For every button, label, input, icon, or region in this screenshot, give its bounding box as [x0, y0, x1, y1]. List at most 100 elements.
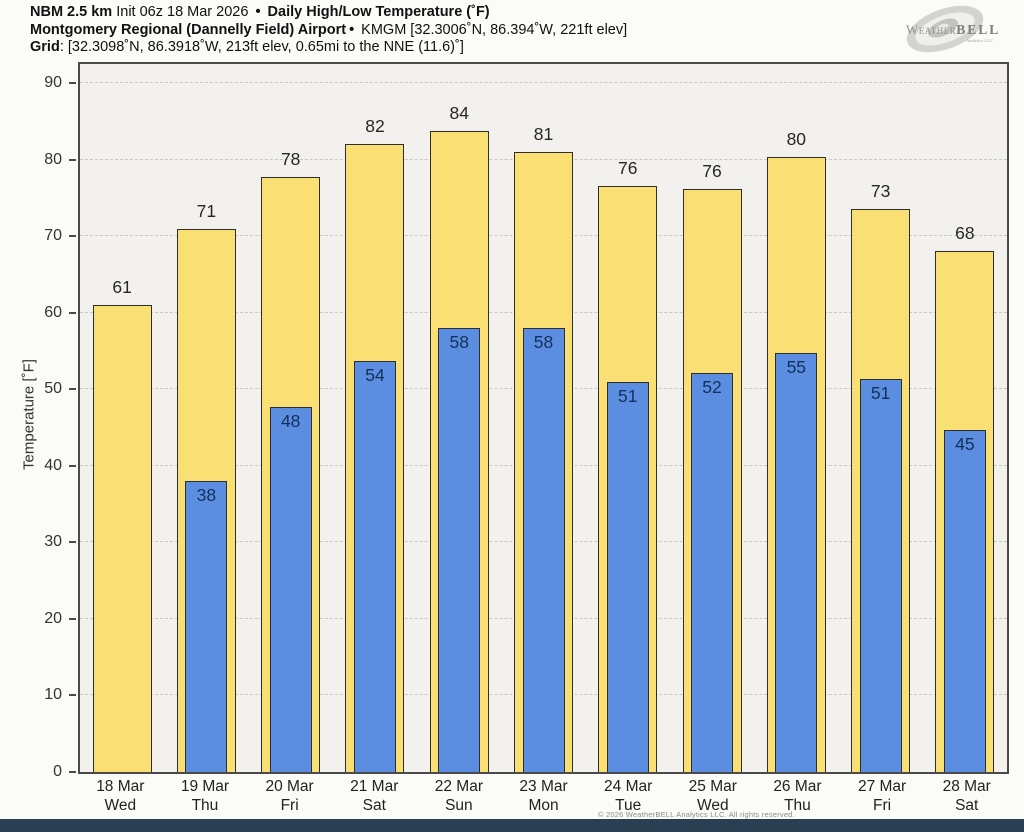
header-line-2: Montgomery Regional (Dannelly Field) Air…: [30, 22, 627, 40]
low-bar-25-Mar: [691, 373, 734, 772]
y-tick-label-40: 40: [44, 456, 62, 474]
low-bar-26-Mar: [775, 352, 818, 772]
x-tick-date: 19 Mar: [180, 778, 230, 795]
high-value-label: 76: [618, 158, 638, 179]
bottom-accent-bar: [0, 819, 1024, 832]
x-tick-day: Wed: [104, 797, 137, 814]
separator-dot: •: [349, 21, 355, 38]
logo-text-bell: BELL: [956, 22, 1000, 37]
header-line-3: Grid: [32.3098˚N, 86.3918˚W, 213ft elev,…: [30, 39, 627, 57]
y-tick-mark-30: [69, 541, 76, 544]
y-tick-label-60: 60: [44, 303, 62, 321]
bar-chart-plot-area: 61 71 38 78 48 82 54 84 58 81 58 76 51 76 52 80 55 73 51 68…: [78, 62, 1009, 774]
product-title: Daily High/Low Temperature (˚F): [263, 4, 490, 20]
y-tick-label-90: 90: [44, 74, 62, 92]
gridline-90: [80, 82, 1007, 84]
x-tick-23-Mar: 23 Mar Mon: [501, 777, 586, 815]
low-bar-21-Mar: [353, 360, 396, 772]
low-bar-27-Mar: [859, 379, 902, 772]
x-tick-date: 27 Mar: [857, 778, 907, 795]
x-tick-date: 23 Mar: [519, 778, 568, 795]
separator-dot: •: [255, 4, 261, 20]
y-tick-label-70: 70: [44, 227, 62, 245]
x-tick-day: Sat: [955, 797, 979, 814]
header-line-1: NBM 2.5 km Init 06z 18 Mar 2026 • Daily …: [30, 4, 627, 22]
y-tick-label-0: 0: [53, 763, 62, 780]
grid-meta: : [32.3098˚N, 86.3918˚W, 213ft elev, 0.6…: [59, 39, 464, 55]
high-value-label: 61: [112, 277, 132, 298]
y-tick-label-30: 30: [44, 533, 62, 551]
x-tick-date: 24 Mar: [604, 778, 653, 795]
x-tick-25-Mar: 25 Mar Wed: [670, 777, 755, 815]
y-tick-label-10: 10: [44, 686, 62, 704]
high-value-label: 82: [365, 116, 385, 137]
y-tick-label-20: 20: [44, 609, 62, 627]
low-value-label: 55: [786, 356, 807, 377]
x-tick-21-Mar: 21 Mar Sat: [332, 777, 417, 815]
high-bar-18-Mar: [92, 305, 152, 772]
model-name: NBM 2.5 km: [30, 4, 113, 20]
x-tick-19-Mar: 19 Mar Thu: [163, 777, 248, 815]
low-value-label: 38: [196, 485, 217, 506]
low-value-label: 51: [870, 383, 891, 404]
low-value-label: 58: [449, 332, 469, 353]
y-tick-mark-80: [69, 158, 76, 161]
x-tick-date: 25 Mar: [688, 778, 737, 795]
y-tick-mark-20: [69, 617, 76, 620]
grid-label: Grid: [30, 39, 60, 55]
y-tick-label-50: 50: [44, 380, 62, 398]
x-tick-date: 18 Mar: [96, 778, 145, 795]
high-value-label: 84: [449, 102, 469, 123]
x-tick-18-Mar: 18 Mar Wed: [78, 777, 163, 815]
y-tick-mark-60: [69, 311, 76, 314]
low-bar-28-Mar: [943, 429, 986, 772]
station-meta: KMGM [32.3006˚N, 86.394˚W, 221ft elev]: [357, 21, 628, 38]
low-value-label: 58: [533, 332, 554, 353]
low-bar-23-Mar: [522, 328, 565, 772]
x-tick-day: Fri: [280, 797, 299, 814]
x-tick-26-Mar: 26 Mar Thu: [755, 777, 840, 815]
logo-text-weather: W: [906, 22, 919, 37]
low-value-label: 45: [955, 433, 975, 454]
low-bar-24-Mar: [606, 381, 649, 772]
high-value-label: 73: [870, 181, 891, 202]
low-bar-22-Mar: [438, 328, 481, 772]
hurricane-swirl-icon: [906, 5, 984, 53]
station-name: Montgomery Regional (Dannelly Field) Air…: [30, 21, 347, 38]
chart-header: NBM 2.5 km Init 06z 18 Mar 2026 • Daily …: [30, 4, 627, 57]
x-axis: 18 Mar Wed 19 Mar Thu 20 Mar Fri 21 Mar Sat 22 M…: [78, 777, 1009, 815]
x-tick-24-Mar: 24 Mar Tue: [586, 777, 671, 815]
x-tick-28-Mar: 28 Mar Sat: [924, 777, 1009, 815]
weatherbell-logo: WEATHERBELL Analytics LLC: [906, 5, 1000, 53]
x-tick-day: Thu: [191, 797, 219, 814]
svg-text:WEATHERBELL: WEATHERBELL: [906, 22, 1000, 37]
x-tick-day: Fri: [873, 797, 892, 814]
low-value-label: 54: [365, 364, 385, 385]
logo-subtext: Analytics LLC: [966, 38, 993, 43]
high-value-label: 81: [533, 124, 554, 145]
x-tick-date: 22 Mar: [434, 778, 483, 795]
init-time: Init 06z 18 Mar 2026: [112, 4, 253, 20]
x-tick-date: 20 Mar: [265, 778, 314, 795]
high-value-label: 80: [786, 128, 807, 149]
high-value-label: 78: [280, 148, 301, 169]
y-tick-mark-10: [69, 694, 76, 697]
x-tick-date: 26 Mar: [773, 778, 822, 795]
x-tick-day: Mon: [528, 797, 559, 814]
y-axis: 0 10 20 30 40 50 60 70 80 90: [0, 62, 76, 780]
y-tick-mark-40: [69, 464, 76, 467]
x-tick-day: Tue: [615, 797, 642, 814]
x-tick-date: 21 Mar: [350, 778, 399, 795]
low-value-label: 51: [618, 385, 638, 406]
y-tick-label-80: 80: [44, 150, 62, 168]
x-tick-day: Wed: [697, 797, 729, 814]
y-tick-mark-70: [69, 235, 76, 238]
x-tick-day: Sat: [362, 797, 386, 814]
low-value-label: 52: [702, 377, 722, 398]
y-tick-mark-50: [69, 388, 76, 391]
copyright-fineprint: © 2026 WeatherBELL Analytics LLC. All ri…: [598, 810, 795, 819]
x-tick-day: Sun: [445, 797, 473, 814]
x-tick-day: Thu: [784, 797, 811, 814]
low-bar-20-Mar: [269, 406, 312, 772]
x-tick-20-Mar: 20 Mar Fri: [247, 777, 332, 815]
